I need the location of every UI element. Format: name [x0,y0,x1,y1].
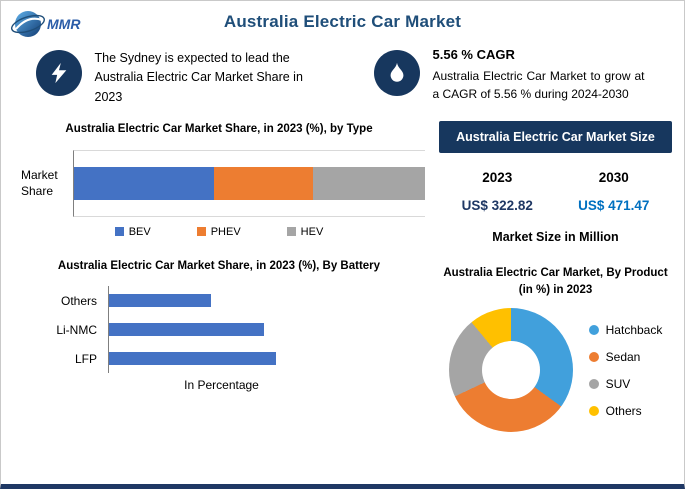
legend-item-phev: PHEV [196,225,241,238]
year-2030-label: 2030 [598,170,629,186]
bar-others [109,294,211,308]
legend-label: HEV [300,225,324,238]
battery-chart-title: Australia Electric Car Market Share, in … [57,259,381,272]
callouts-row: The Sydney is expected to lead the Austr… [1,43,684,107]
legend-marker [114,227,124,237]
bar-lfp [109,352,277,366]
legend-item-hev: HEV [286,225,324,238]
legend-item-bev: BEV [114,225,151,238]
product-chart-legend: Hatchback Sedan SUV Others [588,322,663,418]
category-label-lfp: LFP [74,351,97,366]
market-size-values: US$ 322.82 US$ 471.47 [439,198,672,213]
cagr-text: Australia Electric Car Market to grow at… [432,69,645,101]
category-label-li-nmc: Li-NMC [56,322,97,337]
mmr-logo: MMR [9,5,80,43]
bar-segment-hev [312,166,425,200]
stacked-bar [74,166,425,200]
legend-label: BEV [128,225,151,238]
legend-marker [588,324,599,335]
market-size-value-2023: US$ 322.82 [461,198,533,214]
type-chart-legend: BEV PHEV HEV [13,226,425,238]
left-column: Australia Electric Car Market Share, in … [13,113,425,432]
battery-category-labels: Others Li-NMC LFP [13,286,108,373]
legend-label: Others [605,403,642,418]
type-share-chart: Australia Electric Car Market Share, in … [13,121,425,238]
type-chart-title: Australia Electric Car Market Share, in … [65,123,373,136]
main-content: Australia Electric Car Market Share, in … [1,107,684,433]
bar-row [109,344,333,373]
cagr-heading: 5.56 % CAGR [432,47,515,62]
product-share-chart: Australia Electric Car Market, By Produc… [439,265,672,433]
battery-share-chart: Australia Electric Car Market Share, in … [13,258,425,393]
donut-chart [448,308,573,433]
sydney-callout: The Sydney is expected to lead the Austr… [35,47,328,107]
bar-segment-phev [214,166,313,200]
bar-row [109,315,333,344]
legend-item-sedan: Sedan [588,349,663,364]
market-size-note: Market Size in Million [492,230,619,245]
globe-logo-icon [10,11,46,37]
battery-chart-xlabel: In Percentage [184,378,259,393]
type-chart-ylabel: Market Share [21,167,58,199]
page-title: Australia Electric Car Market [223,12,462,31]
bar-li-nmc [109,323,265,337]
legend-marker [588,378,599,389]
product-chart-plot: Hatchback Sedan SUV Others [439,308,672,433]
market-size-years: 2023 2030 [439,170,672,185]
bar-row [109,286,333,315]
market-size-header: Australia Electric Car Market Size [439,121,672,154]
flame-icon [373,50,420,96]
legend-marker [588,405,599,416]
bar-segment-bev [74,166,215,200]
legend-item-hatchback: Hatchback [588,322,663,337]
battery-bars-area [108,286,425,374]
legend-label: PHEV [210,225,241,238]
header: MMR Australia Electric Car Market [1,1,684,43]
cagr-callout: 5.56 % CAGR Australia Electric Car Marke… [373,47,670,107]
type-chart-plot: Market Share [13,149,425,217]
legend-marker [588,351,599,362]
lightning-icon [35,50,82,96]
category-label-others: Others [60,293,97,308]
cagr-callout-body: 5.56 % CAGR Australia Electric Car Marke… [433,47,645,103]
legend-label: SUV [605,376,631,391]
logo-text: MMR [47,16,81,32]
legend-marker [196,227,206,237]
battery-chart-plot: Others Li-NMC LFP [13,286,425,374]
legend-item-suv: SUV [588,376,663,391]
right-column: Australia Electric Car Market Size 2023 … [439,113,672,433]
legend-marker [286,227,296,237]
year-2023-label: 2023 [482,170,513,186]
product-chart-title: Australia Electric Car Market, By Produc… [443,267,668,296]
market-size-value-2030: US$ 471.47 [578,198,650,214]
legend-label: Sedan [605,349,641,364]
legend-item-others: Others [588,403,663,418]
sydney-callout-text: The Sydney is expected to lead the Austr… [94,51,303,104]
legend-label: Hatchback [605,322,663,337]
type-chart-plot-area [73,149,425,217]
market-size-panel: Australia Electric Car Market Size 2023 … [439,121,672,244]
